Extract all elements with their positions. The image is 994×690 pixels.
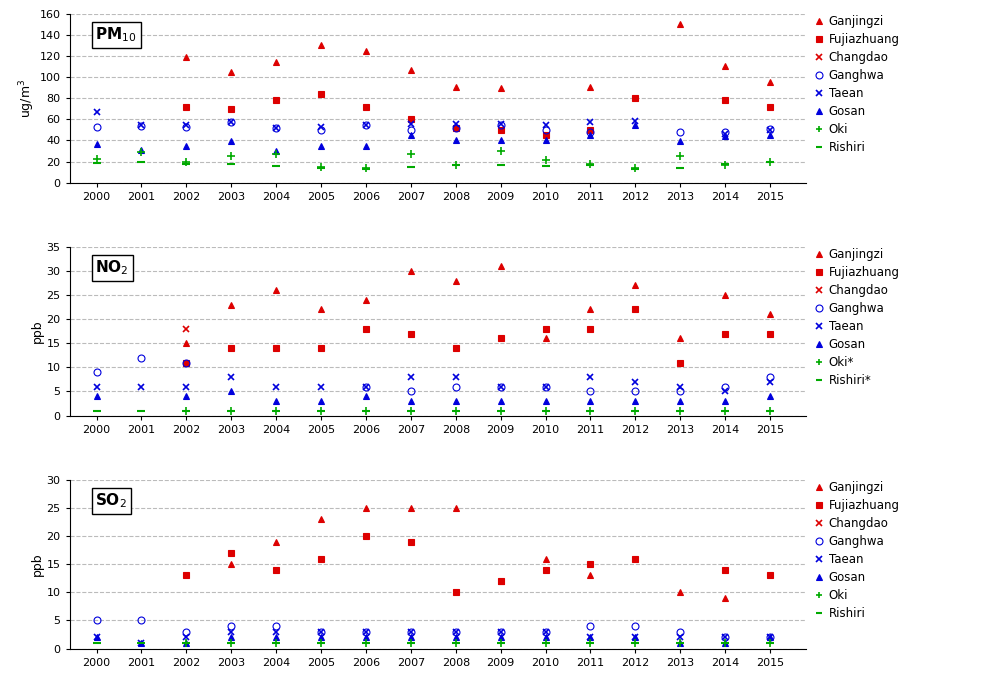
Text: SO$_2$: SO$_2$	[95, 491, 127, 511]
Legend: Ganjingzi, Fujiazhuang, Changdao, Ganghwa, Taean, Gosan, Oki*, Rishiri*: Ganjingzi, Fujiazhuang, Changdao, Ganghw…	[809, 244, 904, 391]
Text: PM$_{10}$: PM$_{10}$	[95, 26, 137, 44]
Y-axis label: ppb: ppb	[31, 319, 44, 343]
Text: NO$_2$: NO$_2$	[95, 259, 129, 277]
Legend: Ganjingzi, Fujiazhuang, Changdao, Ganghwa, Taean, Gosan, Oki, Rishiri: Ganjingzi, Fujiazhuang, Changdao, Ganghw…	[809, 476, 904, 624]
Legend: Ganjingzi, Fujiazhuang, Changdao, Ganghwa, Taean, Gosan, Oki, Rishiri: Ganjingzi, Fujiazhuang, Changdao, Ganghw…	[809, 10, 904, 159]
Y-axis label: ug/m$^3$: ug/m$^3$	[17, 79, 37, 118]
Y-axis label: ppb: ppb	[31, 553, 44, 576]
